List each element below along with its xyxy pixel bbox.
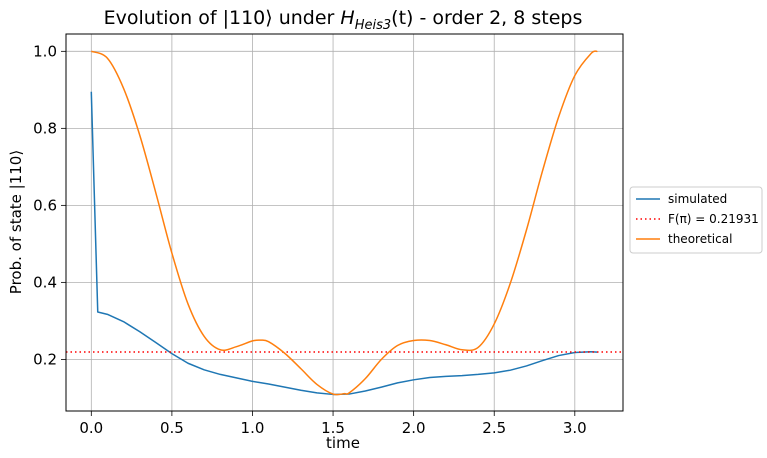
y-axis-label: Prob. of state |110⟩ [7,150,25,294]
y-tick-label: 1.0 [33,42,57,60]
x-tick-label: 0.5 [160,419,184,437]
y-tick-label: 0.2 [33,350,57,368]
series-theoretical-line [91,50,598,396]
chart-title: Evolution of |110⟩ under HHeis3(t) - ord… [104,7,583,33]
legend: simulated F(π) = 0.21931 theoretical [629,186,763,254]
x-axis-label: time [326,434,360,452]
legend-label-fidelity: F(π) = 0.21931 [668,212,759,226]
grid [66,34,623,411]
y-tick-label: 0.6 [33,196,57,214]
legend-label-simulated: simulated [668,192,727,206]
plot-frame [65,33,624,412]
x-tick-label: 1.5 [321,419,345,437]
x-tick-label: 0.0 [79,419,103,437]
series-layer [66,50,623,396]
y-tick-label: 0.8 [33,119,57,137]
legend-label-theoretical: theoretical [668,232,732,246]
x-tick-label: 3.0 [563,419,587,437]
series-simulated-line [90,91,598,396]
y-tick-label: 0.4 [33,273,57,291]
x-tick-label: 2.0 [402,419,426,437]
x-tick-label: 2.5 [482,419,506,437]
x-tick-label: 1.0 [241,419,265,437]
legend-box [629,186,763,254]
ticks: 0.0 0.5 1.0 1.5 2.0 2.5 3.0 0.2 0.4 0.6 0.8 1.0 [33,42,587,437]
